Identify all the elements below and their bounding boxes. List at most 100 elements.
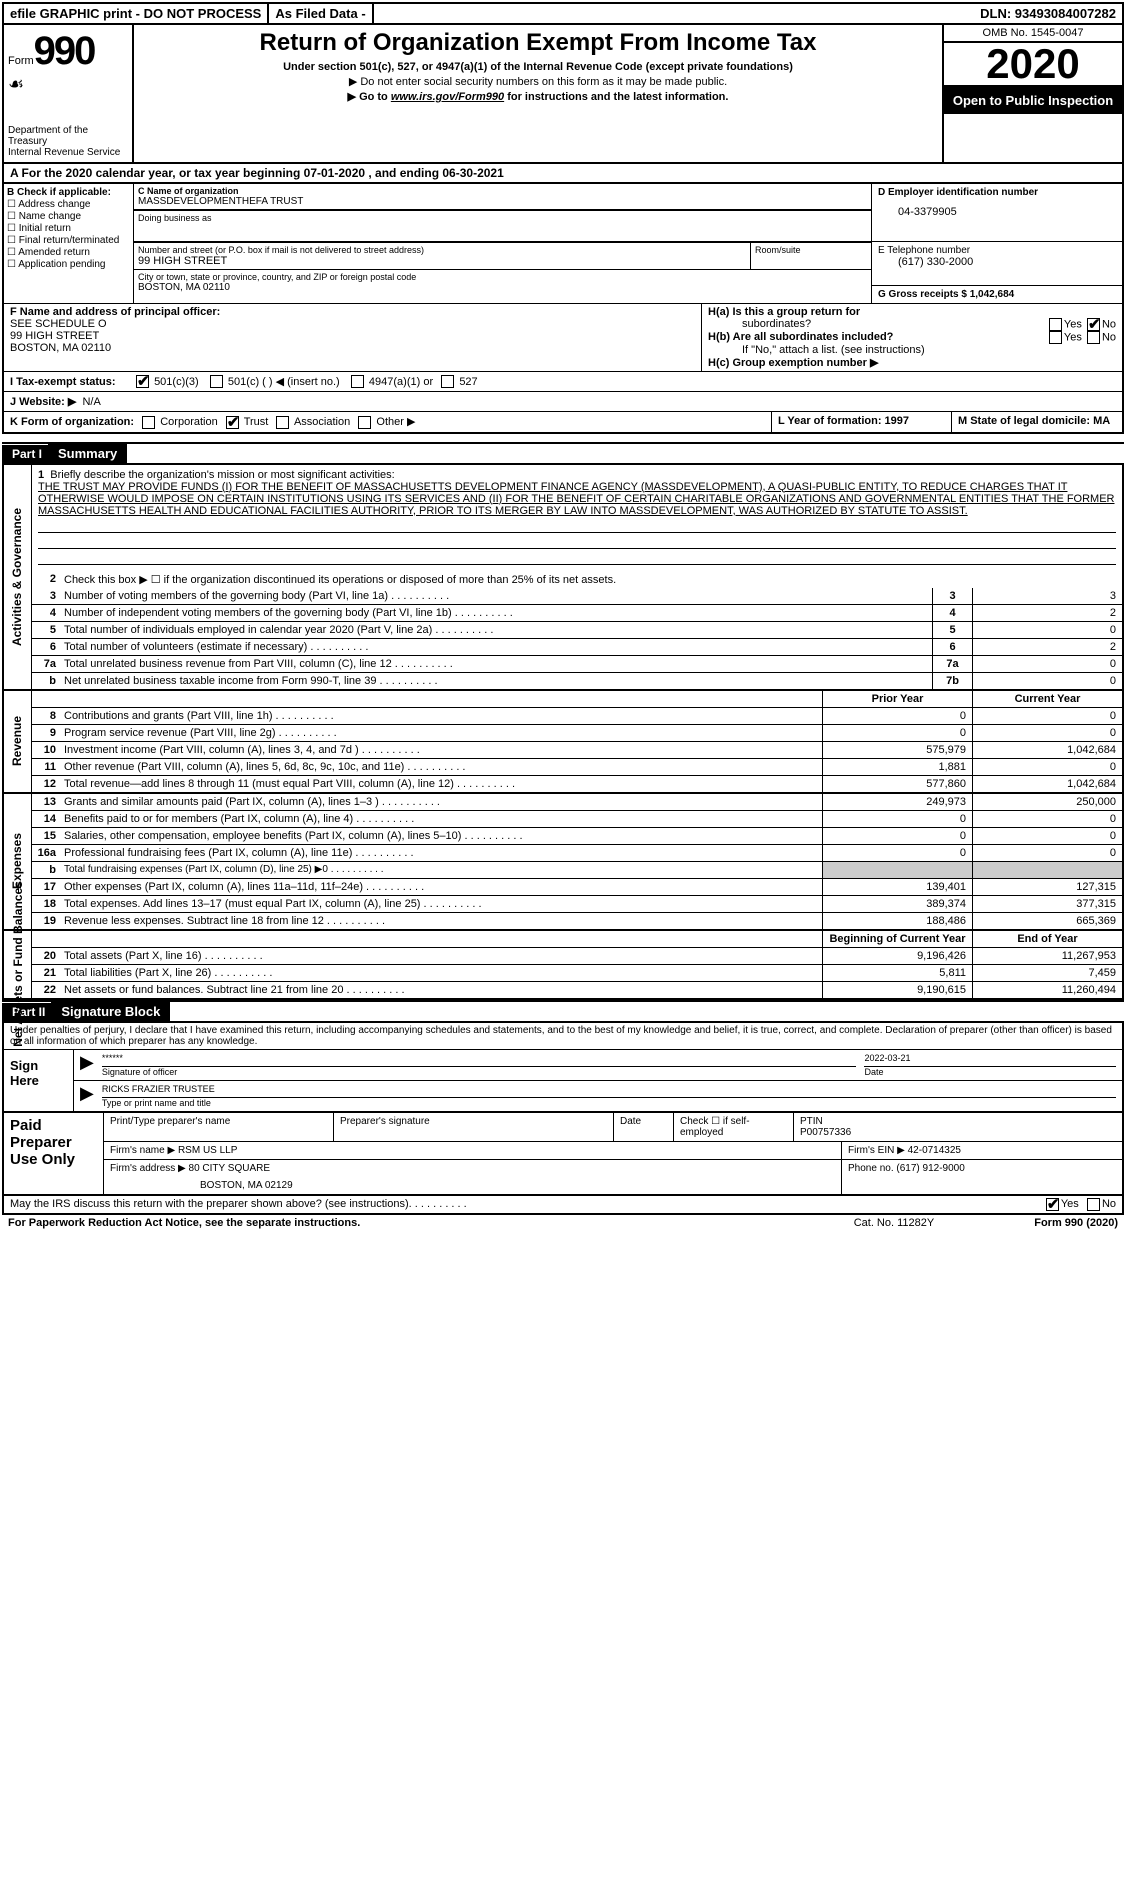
officer-line1: SEE SCHEDULE O <box>10 318 695 330</box>
open-to-public: Open to Public Inspection <box>944 87 1122 114</box>
current-year-value: 0 <box>972 811 1122 827</box>
current-year-value: 0 <box>972 828 1122 844</box>
efile-notice: efile GRAPHIC print - DO NOT PROCESS <box>4 4 269 23</box>
revenue-section: Revenue Prior Year Current Year 8 Contri… <box>2 691 1124 794</box>
chk-initial-return[interactable]: ☐ Initial return <box>7 223 130 234</box>
chk-name-change[interactable]: ☐ Name change <box>7 211 130 222</box>
hc-label: H(c) Group exemption number ▶ <box>708 356 1116 369</box>
line-label: Professional fundraising fees (Part IX, … <box>60 845 822 861</box>
sub3-pre: ▶ Go to <box>348 91 391 103</box>
hdr-beginning-year: Beginning of Current Year <box>822 931 972 947</box>
side-revenue: Revenue <box>4 691 32 792</box>
chk-other[interactable] <box>358 416 371 429</box>
c-name-label: C Name of organization <box>138 186 867 196</box>
topbar: efile GRAPHIC print - DO NOT PROCESS As … <box>2 2 1124 25</box>
subtitle-1: Under section 501(c), 527, or 4947(a)(1)… <box>142 61 934 73</box>
section-c-org-info: C Name of organization MASSDEVELOPMENTHE… <box>134 184 872 303</box>
sig-arrow-icon: ▶ <box>76 1052 98 1078</box>
chk-corporation[interactable] <box>142 416 155 429</box>
line-label: Program service revenue (Part VIII, line… <box>60 725 822 741</box>
line-label: Investment income (Part VIII, column (A)… <box>60 742 822 758</box>
hdr-current-year: Current Year <box>972 691 1122 707</box>
ha-no-checkbox[interactable] <box>1087 318 1100 331</box>
line-value: 2 <box>972 605 1122 621</box>
chk-4947[interactable] <box>351 375 364 388</box>
prior-year-value: 188,486 <box>822 913 972 929</box>
line-number: 17 <box>32 879 60 895</box>
phone: (617) 330-2000 <box>878 256 1116 268</box>
dba-label: Doing business as <box>138 213 867 223</box>
chk-501c[interactable] <box>210 375 223 388</box>
firm-phone-label: Phone no. <box>848 1163 894 1174</box>
line-number: 10 <box>32 742 60 758</box>
current-year-value: 7,459 <box>972 965 1122 981</box>
subtitle-2: ▶ Do not enter social security numbers o… <box>142 75 934 88</box>
ha-yes-checkbox[interactable] <box>1049 318 1062 331</box>
form-header: Form 990 ☙ Department of the Treasury In… <box>2 25 1124 164</box>
side-governance: Activities & Governance <box>4 465 32 689</box>
line-box: 7b <box>932 673 972 689</box>
part1-bar: Part ISummary <box>2 442 1124 464</box>
governance-row: 5 Total number of individuals employed i… <box>32 622 1122 639</box>
discuss-yes-checkbox[interactable] <box>1046 1198 1059 1211</box>
sign-here-label: Sign Here <box>4 1050 74 1111</box>
sign-here-block: Sign Here ▶ ****** Signature of officer … <box>2 1049 1124 1113</box>
line-number: 4 <box>32 605 60 621</box>
dln: DLN: 93493084007282 <box>974 4 1122 23</box>
line-label: Total unrelated business revenue from Pa… <box>60 656 932 672</box>
firm-name-label: Firm's name ▶ <box>110 1145 175 1156</box>
row-a-tax-year: A For the 2020 calendar year, or tax yea… <box>2 164 1124 184</box>
netassets-section: Net Assets or Fund Balances Beginning of… <box>2 931 1124 1000</box>
chk-final-return[interactable]: ☐ Final return/terminated <box>7 235 130 246</box>
line-number: 22 <box>32 982 60 998</box>
hb-yes-checkbox[interactable] <box>1049 331 1062 344</box>
chk-amended[interactable]: ☐ Amended return <box>7 247 130 258</box>
form-number: 990 <box>34 29 95 74</box>
l-year-formation: L Year of formation: 1997 <box>778 415 909 427</box>
street: 99 HIGH STREET <box>138 255 746 267</box>
hb-no-checkbox[interactable] <box>1087 331 1100 344</box>
line-number: 14 <box>32 811 60 827</box>
prep-date-label: Date <box>614 1113 674 1141</box>
financial-row: 20 Total assets (Part X, line 16) 9,196,… <box>32 948 1122 965</box>
firm-addr2: BOSTON, MA 02129 <box>110 1174 835 1191</box>
chk-address-change[interactable]: ☐ Address change <box>7 199 130 210</box>
prior-year-value: 5,811 <box>822 965 972 981</box>
section-bcd: B Check if applicable: ☐ Address change … <box>2 184 1124 304</box>
discuss-label: May the IRS discuss this return with the… <box>10 1198 409 1210</box>
financial-row: 11 Other revenue (Part VIII, column (A),… <box>32 759 1122 776</box>
expenses-section: Expenses 13 Grants and similar amounts p… <box>2 794 1124 931</box>
line-number: 8 <box>32 708 60 724</box>
form990-link[interactable]: www.irs.gov/Form990 <box>391 91 504 103</box>
chk-527[interactable] <box>441 375 454 388</box>
chk-trust[interactable] <box>226 416 239 429</box>
form-word: Form <box>8 55 34 67</box>
prior-year-value: 389,374 <box>822 896 972 912</box>
part2-title: Signature Block <box>51 1002 170 1021</box>
line-number: 20 <box>32 948 60 964</box>
line-number: 6 <box>32 639 60 655</box>
current-year-value: 0 <box>972 725 1122 741</box>
header-center: Return of Organization Exempt From Incom… <box>134 25 942 162</box>
line-box: 6 <box>932 639 972 655</box>
ha-label: H(a) Is this a group return for <box>708 306 860 318</box>
discuss-no-checkbox[interactable] <box>1087 1198 1100 1211</box>
line-label: Total number of volunteers (estimate if … <box>60 639 932 655</box>
line-label: Total revenue—add lines 8 through 11 (mu… <box>60 776 822 792</box>
sig-arrow-icon-2: ▶ <box>76 1083 98 1109</box>
prior-year-value: 0 <box>822 845 972 861</box>
officer-signature[interactable]: ****** <box>102 1053 857 1067</box>
ptin: P00757336 <box>800 1127 1116 1138</box>
chk-501c3[interactable] <box>136 375 149 388</box>
header-left: Form 990 ☙ Department of the Treasury In… <box>4 25 134 162</box>
line-number: 12 <box>32 776 60 792</box>
prep-selfemp[interactable]: Check ☐ if self-employed <box>674 1113 794 1141</box>
i-label: I Tax-exempt status: <box>10 376 134 388</box>
line-box: 5 <box>932 622 972 638</box>
line-number: 3 <box>32 588 60 604</box>
hdr-end-year: End of Year <box>972 931 1122 947</box>
chk-association[interactable] <box>276 416 289 429</box>
page-footer: For Paperwork Reduction Act Notice, see … <box>2 1215 1124 1231</box>
financial-row: 8 Contributions and grants (Part VIII, l… <box>32 708 1122 725</box>
chk-application-pending[interactable]: ☐ Application pending <box>7 259 130 270</box>
